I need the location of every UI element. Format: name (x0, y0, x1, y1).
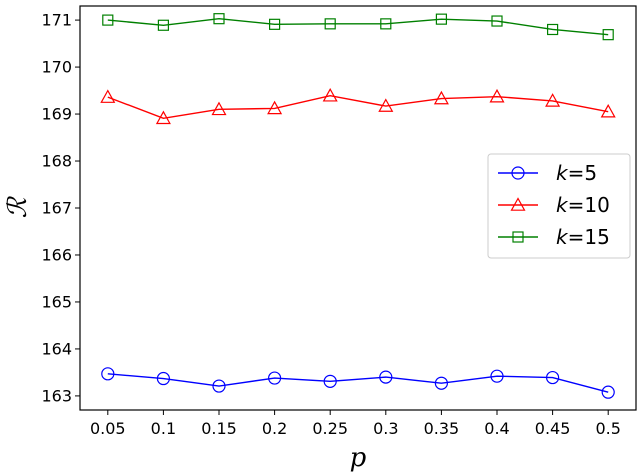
x-tick-label: 0.1 (151, 419, 176, 438)
data-point (491, 15, 503, 27)
data-point (378, 98, 394, 112)
data-point (545, 93, 561, 107)
x-tick-label: 0.15 (201, 419, 237, 438)
data-point (380, 18, 392, 30)
data-point (155, 110, 171, 125)
x-tick-label: 0.2 (262, 419, 287, 438)
x-tick-label: 0.05 (90, 419, 126, 438)
data-point (434, 376, 448, 390)
data-point (157, 19, 169, 31)
series-0 (101, 367, 615, 399)
x-tick-label: 0.4 (484, 419, 509, 438)
x-axis-ticks: 0.05 0.1 0.15 0.2 0.25 0.3 0.35 0.4 0.45 0.5 (90, 410, 621, 438)
data-point (156, 371, 170, 386)
y-tick-label: 164 (41, 339, 72, 358)
series-layer (100, 13, 616, 399)
y-tick-label: 169 (41, 105, 72, 124)
y-tick-label: 163 (41, 386, 72, 405)
series-line (107, 17, 609, 36)
data-point (102, 14, 114, 26)
y-axis-label: ℛ (3, 195, 33, 218)
data-point (433, 90, 449, 105)
data-point (269, 18, 281, 30)
data-point (211, 101, 227, 116)
data-point (546, 23, 559, 36)
data-point (101, 367, 115, 381)
series-line (107, 95, 609, 119)
x-axis-label: p (350, 443, 367, 472)
data-point (324, 18, 336, 30)
data-point (100, 89, 116, 103)
data-point (602, 29, 614, 41)
data-point (435, 13, 447, 25)
legend-entry: k=10 (498, 193, 610, 217)
legend: k=5 k=10 k=15 (487, 153, 631, 259)
plot-frame (79, 5, 637, 411)
series-2 (102, 13, 614, 41)
series-line (107, 373, 609, 393)
x-tick-label: 0.3 (373, 419, 398, 438)
y-tick-label: 165 (41, 292, 72, 311)
y-tick-label: 171 (41, 11, 72, 30)
series-1 (100, 87, 616, 125)
legend-marker (512, 231, 524, 243)
y-tick-label: 167 (41, 199, 72, 218)
data-point (489, 88, 505, 103)
data-point (322, 87, 338, 102)
legend-marker (511, 166, 525, 180)
data-point (213, 13, 225, 25)
legend-label: k=10 (556, 193, 610, 217)
data-point (601, 385, 615, 399)
legend-label: k=5 (556, 161, 597, 185)
y-tick-label: 170 (41, 58, 72, 77)
legend-entry: k=15 (498, 225, 610, 249)
x-tick-label: 0.25 (312, 419, 348, 438)
data-point (545, 370, 560, 385)
data-point (212, 379, 226, 393)
data-point (267, 100, 283, 115)
x-tick-label: 0.5 (595, 419, 620, 438)
y-axis-ticks: 163 164 165 166 167 168 169 170 171 (41, 11, 80, 405)
data-point (490, 369, 504, 383)
y-tick-label: 168 (41, 152, 72, 171)
legend-entry: k=5 (498, 161, 597, 185)
data-point (323, 374, 337, 388)
data-point (379, 370, 393, 384)
y-tick-label: 166 (41, 245, 72, 264)
legend-marker (510, 197, 526, 211)
data-point (268, 371, 282, 385)
legend-label: k=15 (556, 225, 610, 249)
x-tick-label: 0.35 (424, 419, 460, 438)
x-tick-label: 0.45 (535, 419, 571, 438)
data-point (600, 103, 616, 118)
